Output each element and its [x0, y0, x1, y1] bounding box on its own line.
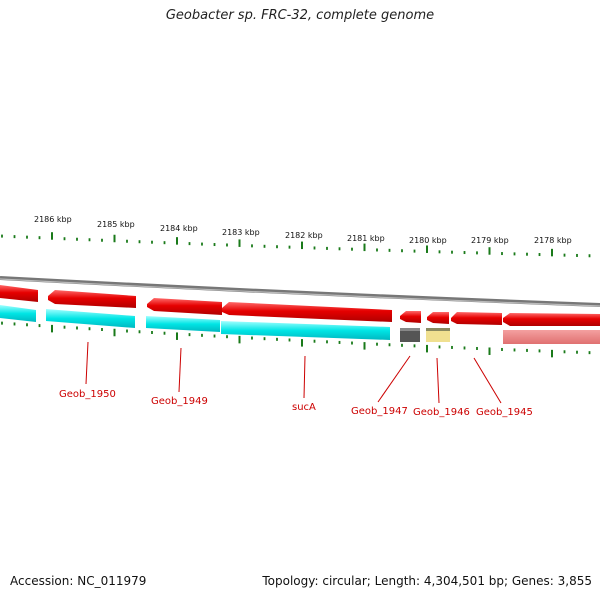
gene-feature[interactable] [427, 312, 449, 324]
gene-feature[interactable] [147, 298, 222, 315]
gene-feature[interactable] [222, 302, 392, 322]
genome-summary-text: Topology: circular; Length: 4,304,501 bp… [262, 574, 592, 588]
genome-backbone-highlight [0, 278, 600, 307]
cds-track [0, 285, 600, 326]
ruler-label: 2185 kbp [97, 220, 135, 229]
pseudo-feature-dark-top [400, 328, 420, 331]
feature-track-inner [0, 305, 600, 344]
rna-feature[interactable] [146, 316, 220, 332]
faded-feature[interactable] [503, 330, 600, 344]
gene-label: Geob_1947 [351, 406, 408, 417]
pseudo-feature-light[interactable] [426, 328, 450, 342]
ruler-label: 2183 kbp [222, 228, 260, 237]
gene-label: sucA [292, 402, 316, 413]
ruler-label: 2180 kbp [409, 236, 447, 245]
gene-label: Geob_1946 [413, 407, 470, 418]
ruler-label: 2186 kbp [34, 215, 72, 224]
accession-text: Accession: NC_011979 [10, 574, 147, 588]
rna-feature[interactable] [46, 309, 135, 328]
ruler-label: 2179 kbp [471, 236, 509, 245]
ruler-label: 2178 kbp [534, 236, 572, 245]
genome-backbone [0, 276, 600, 307]
gene-leaders [85, 341, 502, 404]
gene-feature[interactable] [48, 290, 136, 308]
ruler-label: 2184 kbp [160, 224, 198, 233]
pseudo-feature-light-top [426, 328, 450, 331]
rna-feature[interactable] [0, 305, 36, 322]
gene-feature[interactable] [451, 312, 502, 325]
gene-feature[interactable] [503, 313, 600, 326]
genome-title: Geobacter sp. FRC-32, complete genome [165, 8, 435, 23]
gene-label: Geob_1949 [151, 396, 208, 407]
rna-feature[interactable] [221, 321, 390, 340]
ruler-ticks-top [1, 232, 591, 258]
ruler-ticks-bottom [1, 321, 591, 358]
gene-label: Geob_1945 [476, 407, 533, 418]
gene-feature[interactable] [400, 311, 421, 323]
gene-feature[interactable] [0, 285, 38, 302]
gene-label: Geob_1950 [59, 389, 116, 400]
pseudo-feature-dark[interactable] [400, 328, 420, 342]
ruler-label: 2181 kbp [347, 234, 385, 243]
ruler-label: 2182 kbp [285, 231, 323, 240]
